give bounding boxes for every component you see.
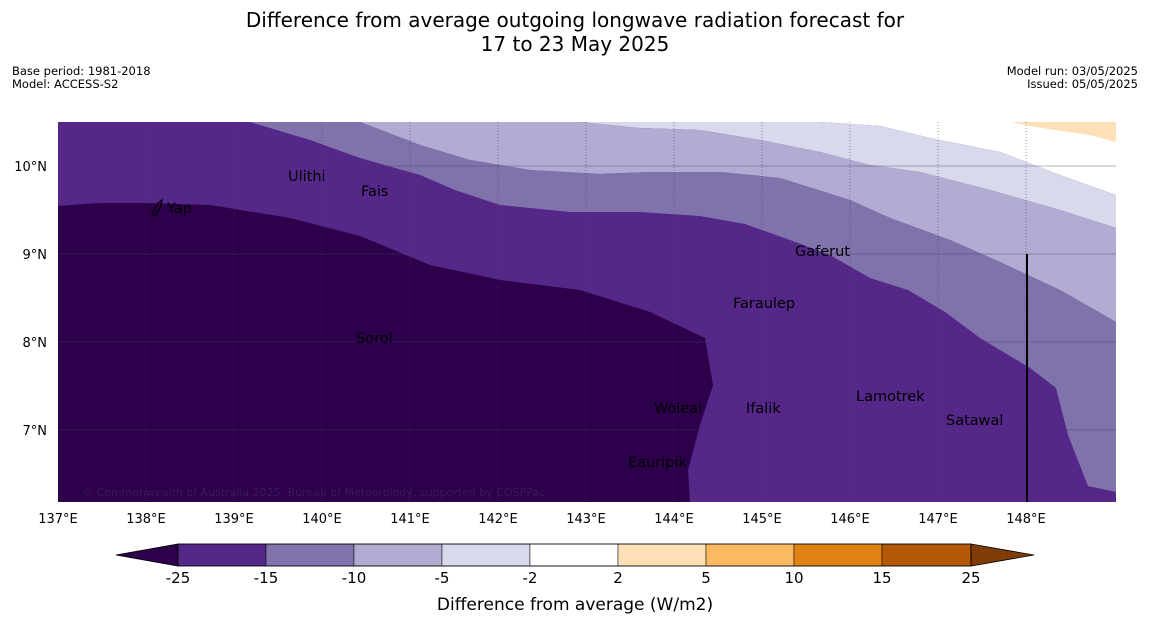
base-period-text: Base period: 1981-2018 (12, 64, 151, 78)
colorbar-segment (265, 543, 355, 567)
lon-tick: 140°E (302, 512, 342, 527)
colorbar-tick: 25 (961, 569, 980, 587)
contour-band-minus10 (360, 122, 1116, 322)
colorbar-tick: -2 (523, 569, 538, 587)
place-label-eauripik: Eauripik (628, 455, 687, 471)
lon-tick: 139°E (214, 512, 254, 527)
place-label-gaferut: Gaferut (795, 244, 850, 260)
model-run-text: Model run: 03/05/2025 (1006, 64, 1138, 78)
colorbar-extend-low (115, 543, 179, 567)
contour-band-minus5 (580, 122, 1116, 228)
colorbar-tick: 2 (613, 569, 623, 587)
lon-tick: 142°E (478, 512, 518, 527)
colorbar-segment (881, 543, 972, 567)
title-line-1: Difference from average outgoing longwav… (245, 8, 905, 32)
chart-title: Difference from average outgoing longwav… (0, 8, 1150, 56)
longitude-ticks: 137°E 138°E 139°E 140°E 141°E 142°E 143°… (38, 512, 1046, 527)
lon-tick: 137°E (38, 512, 78, 527)
title-line-2: 17 to 23 May 2025 (480, 32, 670, 56)
place-label-fais: Fais (361, 184, 388, 200)
colorbar-tick: -5 (435, 569, 450, 587)
colorbar-segment (441, 543, 531, 567)
colorbar-tick: 5 (701, 569, 711, 587)
place-label-ifalik: Ifalik (746, 401, 781, 417)
place-label-satawal: Satawal (946, 413, 1003, 429)
map-area (58, 122, 1116, 502)
lon-tick: 143°E (566, 512, 606, 527)
colorbar: -25 -15 -10 -5 -2 2 5 10 15 25 Differenc… (115, 543, 1035, 615)
lat-tick: 8°N (23, 336, 48, 351)
place-label-faraulep: Faraulep (733, 296, 795, 312)
colorbar-segment (529, 543, 619, 567)
lon-tick: 146°E (830, 512, 870, 527)
colorbar-extend-high (970, 543, 1035, 567)
model-text: Model: ACCESS-S2 (12, 77, 119, 91)
contour-band-minus15 (250, 122, 1116, 492)
issued-text: Issued: 05/05/2025 (1027, 77, 1138, 91)
place-label-woleai: Woleai (654, 401, 702, 417)
colorbar-segment (793, 543, 883, 567)
contour-orange-band (1012, 122, 1116, 142)
colorbar-segment (353, 543, 443, 567)
place-label-yap: Yap (166, 201, 192, 217)
colorbar-label: Difference from average (W/m2) (437, 595, 713, 615)
colorbar-tick: -25 (166, 569, 191, 587)
lat-tick: 10°N (14, 160, 47, 175)
lon-tick: 138°E (126, 512, 166, 527)
place-labels: Yap Ulithi Fais Sorol Gaferut Faraulep W… (166, 169, 1003, 471)
latitude-ticks: 10°N 9°N 8°N 7°N (14, 160, 47, 439)
contour-lightest-white (820, 122, 1116, 195)
colorbar-tick: -10 (342, 569, 367, 587)
graticule (58, 122, 1116, 502)
colorbar-segment (617, 543, 707, 567)
colorbar-segment (177, 543, 267, 567)
lon-tick: 147°E (918, 512, 958, 527)
lon-tick: 144°E (654, 512, 694, 527)
colorbar-tick: -15 (254, 569, 279, 587)
place-label-sorol: Sorol (356, 331, 393, 347)
lon-tick: 141°E (390, 512, 430, 527)
contour-band-minus25 (58, 203, 713, 502)
colorbar-segment (705, 543, 795, 567)
colorbar-tick: 10 (784, 569, 803, 587)
lon-tick: 145°E (742, 512, 782, 527)
place-label-ulithi: Ulithi (288, 169, 326, 185)
yap-island-shape (151, 198, 163, 217)
place-label-lamotrek: Lamotrek (856, 389, 925, 405)
meta-right: Model run: 03/05/2025 Issued: 05/05/2025 (1007, 65, 1138, 91)
lat-tick: 9°N (23, 248, 48, 263)
meta-left: Base period: 1981-2018 Model: ACCESS-S2 (12, 65, 151, 91)
lon-tick: 148°E (1006, 512, 1046, 527)
copyright-text: © Commonwealth of Australia 2025, Bureau… (82, 486, 545, 499)
colorbar-tick: 15 (872, 569, 891, 587)
lat-tick: 7°N (23, 424, 48, 439)
